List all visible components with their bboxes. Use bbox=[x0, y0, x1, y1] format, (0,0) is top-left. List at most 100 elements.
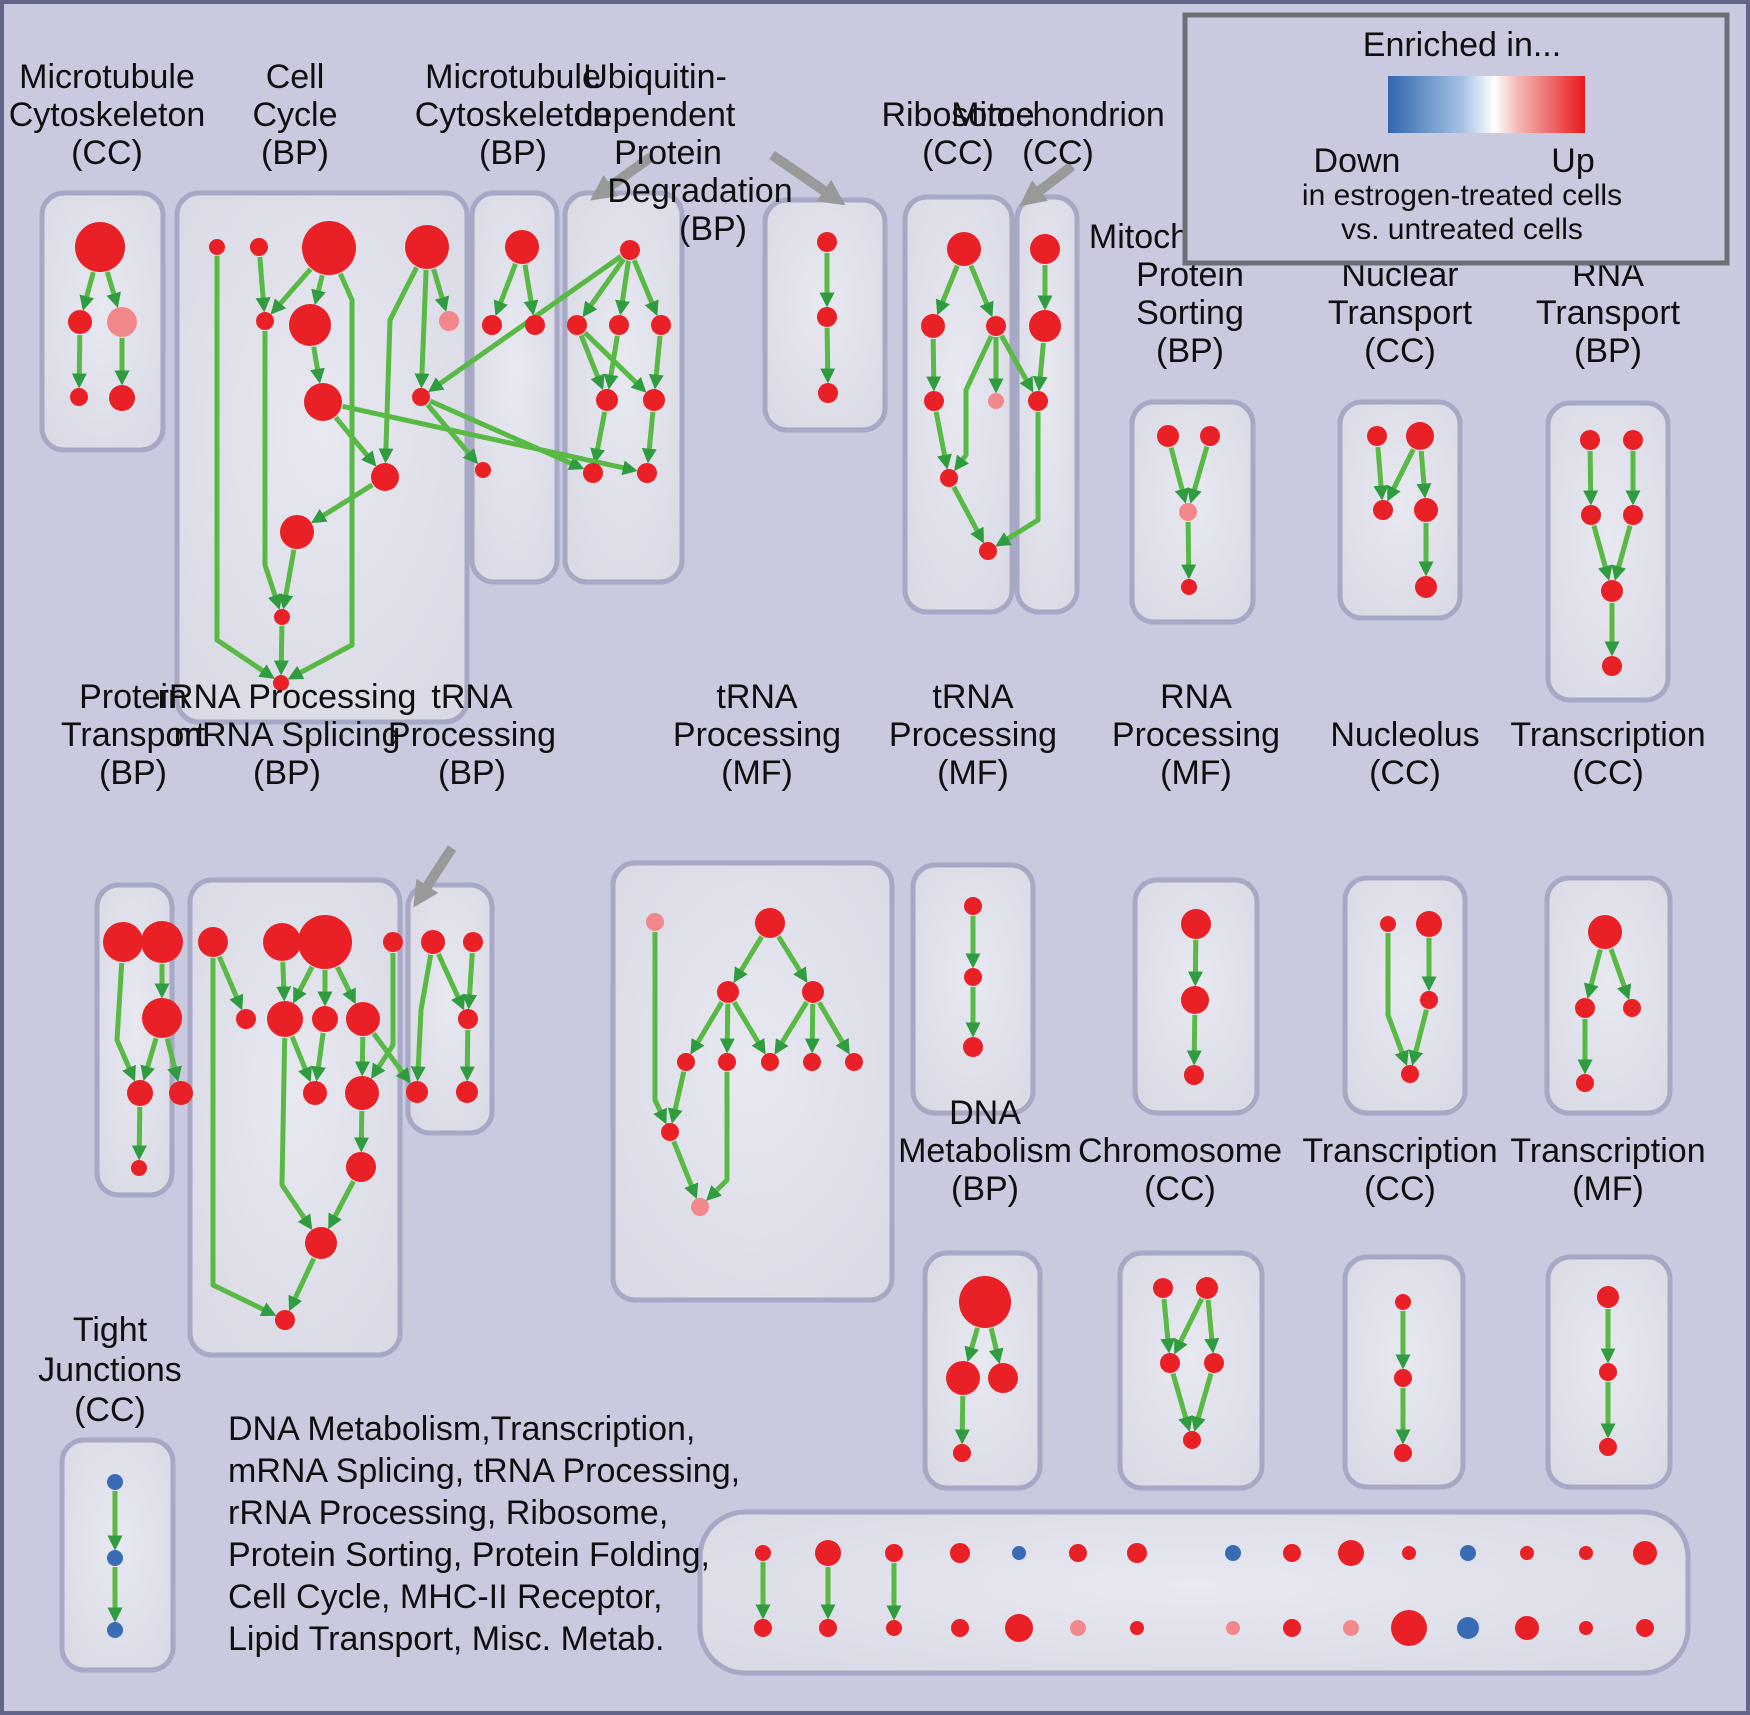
legend-down-label: Down bbox=[1314, 142, 1401, 180]
edge-ribosome-cc bbox=[933, 411, 952, 470]
group-label-transcription-mf: Transcription bbox=[1510, 1132, 1705, 1170]
edge-trna-processing-mf bbox=[774, 1000, 809, 1055]
node-misc-bottom-5 bbox=[1070, 1620, 1086, 1636]
legend-box bbox=[1182, 12, 1730, 266]
group-box-mt-cytoskeleton-bp bbox=[469, 190, 560, 585]
group-label-cell-cycle-bp: Cycle bbox=[252, 96, 337, 134]
node-ribosome-cc-2 bbox=[986, 316, 1006, 336]
edge-ribosome-cc bbox=[935, 264, 960, 316]
node-trna-processing-mf-0 bbox=[646, 913, 664, 931]
group-box-protein-transport-bp bbox=[94, 882, 175, 1198]
node-transcription-cc-row2-1 bbox=[1575, 998, 1595, 1018]
group-label-nuclear-transport-cc: (CC) bbox=[1364, 332, 1436, 370]
edge-protein-transport-bp bbox=[131, 1106, 147, 1161]
group-label-ribosome-cc: Ribosome bbox=[881, 96, 1034, 134]
group-box-dna-metabolism-bp bbox=[922, 1250, 1043, 1491]
edge-ubiquitin-degradation-bp bbox=[648, 335, 664, 390]
node-misc-top-5 bbox=[1069, 1544, 1087, 1562]
node-nuclear-transport-cc-2 bbox=[1373, 500, 1393, 520]
node-rna-processing-mf-2 bbox=[1184, 1065, 1204, 1085]
edge-ubiquitin-degradation-bp bbox=[583, 330, 647, 393]
group-box-trna-processing-mf bbox=[610, 860, 895, 1303]
node-cell-cycle-bp-7 bbox=[304, 383, 342, 421]
legend-up-label: Up bbox=[1551, 142, 1594, 180]
node-transcription-mf-0 bbox=[1597, 1286, 1619, 1308]
group-label-tight-junctions-cc: Tight bbox=[73, 1311, 148, 1349]
node-nucleolus-cc-1 bbox=[1416, 911, 1442, 937]
edge-nuclear-transport-cc bbox=[1373, 446, 1389, 501]
group-label-trna-processing-bp: (BP) bbox=[438, 754, 506, 792]
label-pointer-arrow bbox=[769, 150, 846, 206]
edge-cell-cycle-bp bbox=[262, 331, 283, 610]
group-label-rrna-mrna-bp: (BP) bbox=[253, 754, 321, 792]
edge-mito-protein-sorting-bp bbox=[1168, 446, 1190, 504]
node-mito-protein-sorting-bp-3 bbox=[1181, 579, 1197, 595]
edge-trna-processing-bp bbox=[459, 1029, 475, 1082]
edge-nucleolus-cc bbox=[1408, 1009, 1429, 1066]
node-rna-processing-mf-1 bbox=[1181, 986, 1209, 1014]
edge-rna-transport-bp bbox=[1591, 524, 1613, 581]
edge-rna-transport-bp bbox=[1611, 524, 1633, 581]
node-cell-cycle-bp-10 bbox=[280, 515, 314, 549]
node-nucleolus-cc-3 bbox=[1401, 1065, 1419, 1083]
node-rna-processing-mf-0 bbox=[1181, 909, 1211, 939]
node-misc-bottom-0 bbox=[754, 1619, 772, 1637]
node-trna-processing-mf-1 bbox=[755, 908, 785, 938]
node-rrna-mrna-bp-7 bbox=[346, 1002, 380, 1036]
node-cell-cycle-bp-1 bbox=[250, 238, 268, 256]
edge-rrna-mrna-bp bbox=[335, 965, 356, 1005]
edge-chromosome-cc bbox=[1170, 1372, 1193, 1432]
edge-trna-processing-mf bbox=[816, 1001, 850, 1055]
node-misc-bottom-1 bbox=[819, 1619, 837, 1637]
node-misc-bottom-6 bbox=[1130, 1621, 1144, 1635]
node-rrna-mrna-bp-12 bbox=[275, 1310, 295, 1330]
edge-rrna-mrna-bp bbox=[276, 961, 292, 1002]
node-trna-processing-mf-9 bbox=[661, 1123, 679, 1141]
group-label-rna-processing-mf: (MF) bbox=[1160, 754, 1232, 792]
edge-trna-processing-mf bbox=[706, 1072, 730, 1201]
edge-trna-processing-mf bbox=[804, 1003, 820, 1054]
node-misc-bottom-8 bbox=[1283, 1619, 1301, 1637]
edge-trna-processing-bp bbox=[462, 952, 478, 1010]
node-trna-processing-mf-3 bbox=[802, 981, 824, 1003]
node-misc-top-8 bbox=[1283, 1544, 1301, 1562]
edge-ribosome-cc bbox=[926, 338, 942, 392]
node-trna-processing-mf-6 bbox=[761, 1053, 779, 1071]
group-label-protein-transport-bp: Protein bbox=[79, 678, 187, 716]
edge-trna-processing-bp bbox=[410, 954, 434, 1082]
edge-cell-cycle-bp bbox=[255, 256, 271, 313]
group-label-tight-junctions-cc: (CC) bbox=[74, 1391, 146, 1429]
edge-trna-processing-mf bbox=[690, 1001, 724, 1055]
node-nucleolus-cc-0 bbox=[1380, 916, 1396, 932]
edge-transcription-cc-row2 bbox=[1608, 948, 1632, 1001]
edge-mito-protein-sorting-bp bbox=[1181, 521, 1197, 580]
node-misc-bottom-4 bbox=[1005, 1614, 1033, 1642]
group-label-cell-cycle-bp: (BP) bbox=[261, 134, 329, 172]
node-misc-top-14 bbox=[1633, 1541, 1657, 1565]
group-label-protein-transport-bp: (BP) bbox=[99, 754, 167, 792]
node-trna-processing-mf-2-1 bbox=[964, 968, 982, 986]
group-box-rna-transport-bp bbox=[1545, 400, 1671, 703]
node-ubiquitin-degradation-bp-4 bbox=[596, 389, 618, 411]
edge-mt-cytoskeleton-cc bbox=[71, 334, 87, 389]
node-protein-transport-bp-0 bbox=[103, 922, 143, 962]
group-label-mt-cytoskeleton-cc: Cytoskeleton bbox=[9, 96, 206, 134]
edge-trna-processing-mf bbox=[719, 1003, 735, 1054]
node-dna-metabolism-bp-0 bbox=[959, 1276, 1011, 1328]
group-label-rna-processing-mf: RNA bbox=[1160, 678, 1232, 716]
node-rrna-mrna-bp-10 bbox=[346, 1152, 376, 1182]
group-label-trna-processing-bp: Processing bbox=[388, 716, 556, 754]
node-dna-metabolism-bp-3 bbox=[953, 1444, 971, 1462]
node-mitochondrion-cc-2 bbox=[1028, 391, 1048, 411]
node-rna-transport-bp-3 bbox=[1623, 505, 1643, 525]
edge-cell-cycle-bp bbox=[414, 269, 430, 389]
node-mt-cytoskeleton-cc-4 bbox=[109, 385, 135, 411]
node-misc-top-4 bbox=[1012, 1546, 1026, 1560]
edge-mt-cytoskeleton-cc bbox=[104, 271, 121, 309]
edge-chromosome-cc bbox=[1204, 1299, 1220, 1354]
group-label-chromosome-cc: (CC) bbox=[1144, 1170, 1216, 1208]
node-misc-top-7 bbox=[1225, 1545, 1241, 1561]
edge-cell-cycle-bp bbox=[270, 267, 313, 315]
group-label-rna-transport-bp: Transport bbox=[1536, 294, 1681, 332]
group-label-nucleolus-cc: Nucleolus bbox=[1330, 716, 1479, 754]
